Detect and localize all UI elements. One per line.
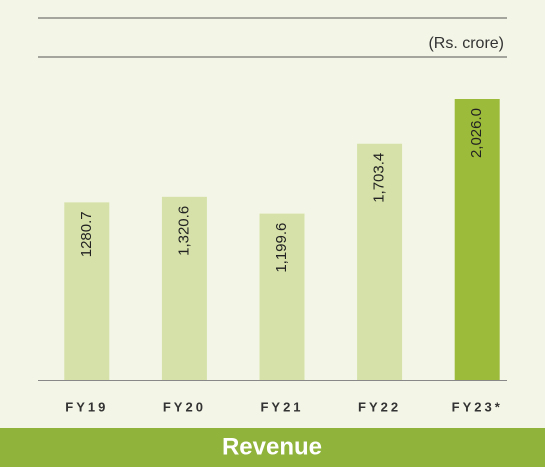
bar	[454, 99, 500, 380]
x-tick-label: FY22	[358, 399, 401, 414]
value-label: 1,199.6	[273, 223, 290, 273]
x-tick-label: FY20	[163, 399, 206, 414]
bar	[161, 196, 207, 380]
title-band	[0, 428, 545, 467]
value-label: 2,026.0	[468, 108, 485, 158]
value-label: 1,703.4	[371, 153, 388, 203]
unit-label: (Rs. crore)	[428, 35, 504, 52]
value-label: 1280.7	[78, 211, 95, 257]
x-tick-label: FY23*	[452, 399, 503, 414]
bar	[357, 143, 403, 380]
chart-title: Revenue	[222, 433, 322, 460]
bar	[64, 202, 110, 380]
x-tick-label: FY21	[260, 399, 303, 414]
bar	[259, 213, 305, 380]
x-tick-label: FY19	[65, 399, 108, 414]
value-label: 1,320.6	[175, 206, 192, 256]
